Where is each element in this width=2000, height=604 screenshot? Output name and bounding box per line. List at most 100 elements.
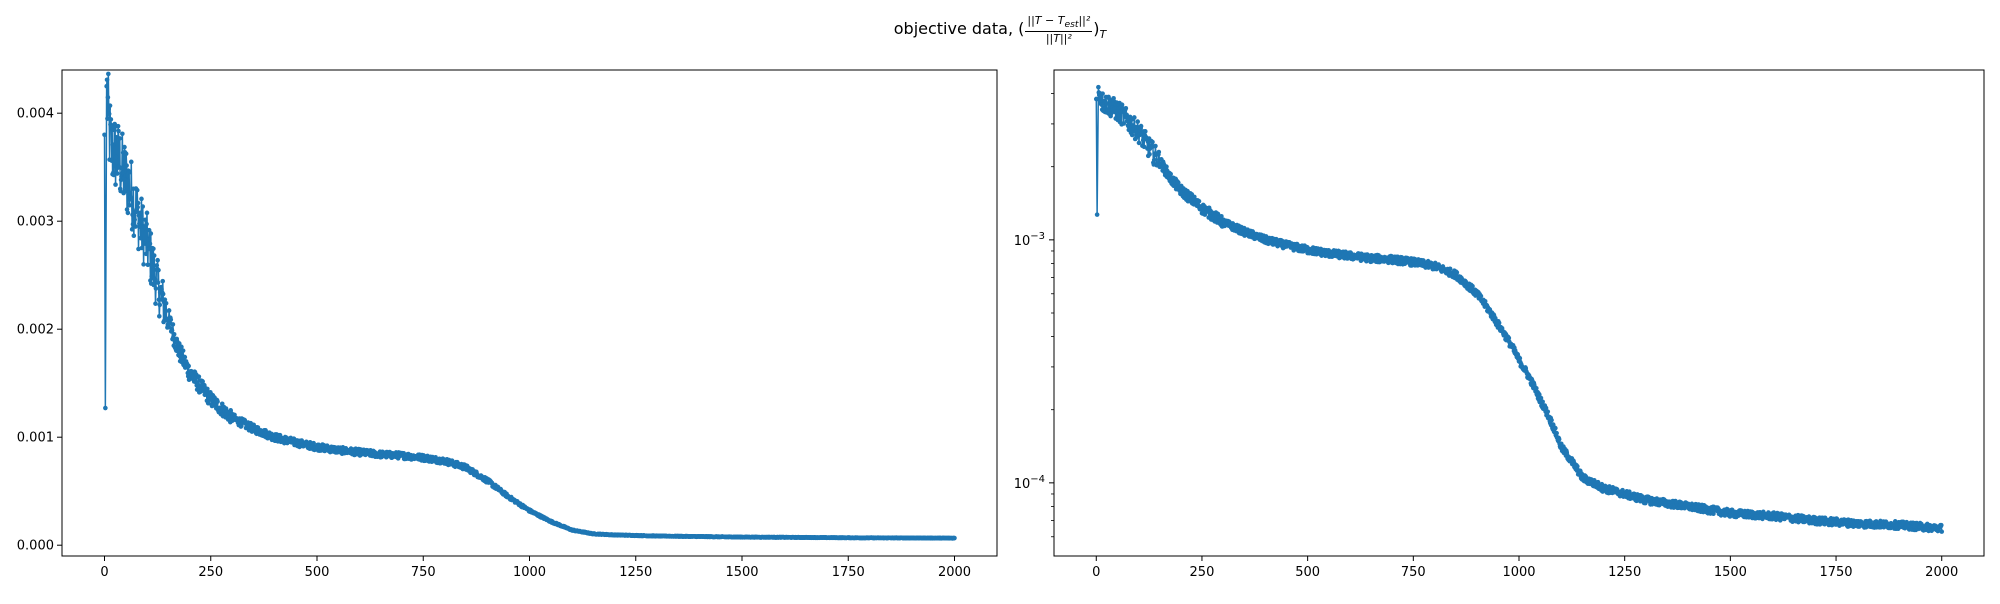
data-point xyxy=(1540,399,1545,405)
data-point xyxy=(153,301,158,306)
data-point xyxy=(186,363,191,369)
data-point xyxy=(105,95,111,100)
data-point xyxy=(1116,113,1122,119)
data-point xyxy=(1132,115,1137,120)
data-point xyxy=(157,314,162,319)
data-point xyxy=(107,103,113,108)
data-point xyxy=(115,123,121,129)
data-point xyxy=(139,196,144,202)
data-point xyxy=(153,286,159,291)
data-point xyxy=(127,203,132,208)
y-tick-label: 10−3 xyxy=(1014,231,1045,249)
data-point xyxy=(1545,409,1551,414)
series-line xyxy=(103,73,955,540)
data-point xyxy=(155,257,160,263)
x-tick-label: 500 xyxy=(305,565,330,580)
data-point xyxy=(1549,417,1554,423)
series-group xyxy=(102,71,957,541)
data-point xyxy=(146,237,151,242)
data-point xyxy=(1129,132,1135,138)
data-point xyxy=(1711,511,1716,517)
axes-frame xyxy=(61,69,998,557)
data-point xyxy=(117,136,123,141)
data-point xyxy=(1534,385,1539,391)
data-point xyxy=(1121,121,1127,126)
data-point xyxy=(1119,102,1125,107)
data-point xyxy=(1219,213,1224,219)
data-point xyxy=(125,210,131,216)
data-point xyxy=(151,246,156,252)
data-point xyxy=(1143,129,1148,134)
data-point xyxy=(165,324,171,330)
data-point xyxy=(1136,140,1142,146)
data-point xyxy=(132,217,137,222)
data-point xyxy=(154,263,160,268)
data-point xyxy=(1517,355,1523,361)
data-point xyxy=(1147,151,1152,157)
data-point xyxy=(110,142,116,147)
data-point xyxy=(1470,283,1475,289)
data-point xyxy=(137,218,143,224)
figure-title-subscript: T xyxy=(1099,28,1107,42)
data-point xyxy=(162,309,168,315)
data-point xyxy=(145,262,151,268)
data-point xyxy=(1192,194,1197,200)
y-tick-label: 10−4 xyxy=(1014,474,1045,492)
x-tick-label: 1750 xyxy=(1819,565,1852,580)
figure-title-denominator: ||T||² xyxy=(1045,32,1072,46)
data-point xyxy=(1096,84,1101,90)
data-point xyxy=(156,267,161,273)
data-point xyxy=(1538,395,1544,401)
figure-title-numerator: ||T − T xyxy=(1027,14,1065,27)
data-point xyxy=(135,204,140,210)
y-tick-label: 0.001 xyxy=(17,431,54,446)
data-point xyxy=(120,131,125,137)
data-point xyxy=(1094,212,1100,217)
data-point xyxy=(1141,144,1147,150)
x-tick-label: 0 xyxy=(1092,565,1100,580)
data-point xyxy=(143,251,149,257)
data-point xyxy=(151,282,157,288)
data-point xyxy=(113,154,119,160)
data-point xyxy=(104,77,110,83)
data-point xyxy=(1454,270,1460,275)
data-point xyxy=(1138,123,1144,129)
y-tick-label: 0.003 xyxy=(17,215,54,230)
data-point xyxy=(1478,293,1484,299)
data-point xyxy=(1124,112,1130,118)
y-tick-label: 0.002 xyxy=(17,323,54,338)
data-point xyxy=(135,200,141,206)
data-point xyxy=(166,308,172,313)
chart-panel-1: 0 250 500 750 1000 1250 1500 1750 2000 0.000 0.001… xyxy=(17,69,998,580)
data-point xyxy=(168,317,174,322)
figure-title-fraction: ||T − Test||² ||T||² xyxy=(1025,14,1093,46)
data-point xyxy=(124,163,129,168)
data-point xyxy=(137,210,143,216)
data-point xyxy=(116,128,121,134)
data-point xyxy=(1550,422,1556,427)
data-point xyxy=(952,535,957,541)
figure-title-numerator-sub: est xyxy=(1064,19,1079,31)
x-tick-label: 1000 xyxy=(513,565,546,580)
figure-title-prefix: objective data, xyxy=(893,19,1014,39)
data-point xyxy=(134,187,140,193)
data-point xyxy=(141,262,146,267)
data-point xyxy=(133,224,138,229)
data-point xyxy=(148,231,154,236)
data-point xyxy=(176,349,182,354)
data-point xyxy=(109,158,115,163)
data-point xyxy=(1156,149,1162,155)
data-point xyxy=(1099,102,1105,107)
x-tick-label: 2000 xyxy=(938,565,971,580)
data-point xyxy=(104,83,109,89)
data-point xyxy=(159,286,164,292)
data-point xyxy=(1123,106,1129,111)
data-point xyxy=(160,291,166,297)
data-point xyxy=(1364,258,1369,264)
axes-frame xyxy=(1053,69,1985,557)
data-point xyxy=(114,171,120,176)
data-point xyxy=(239,423,244,429)
data-point xyxy=(119,165,125,171)
x-tick-label: 1250 xyxy=(619,565,652,580)
